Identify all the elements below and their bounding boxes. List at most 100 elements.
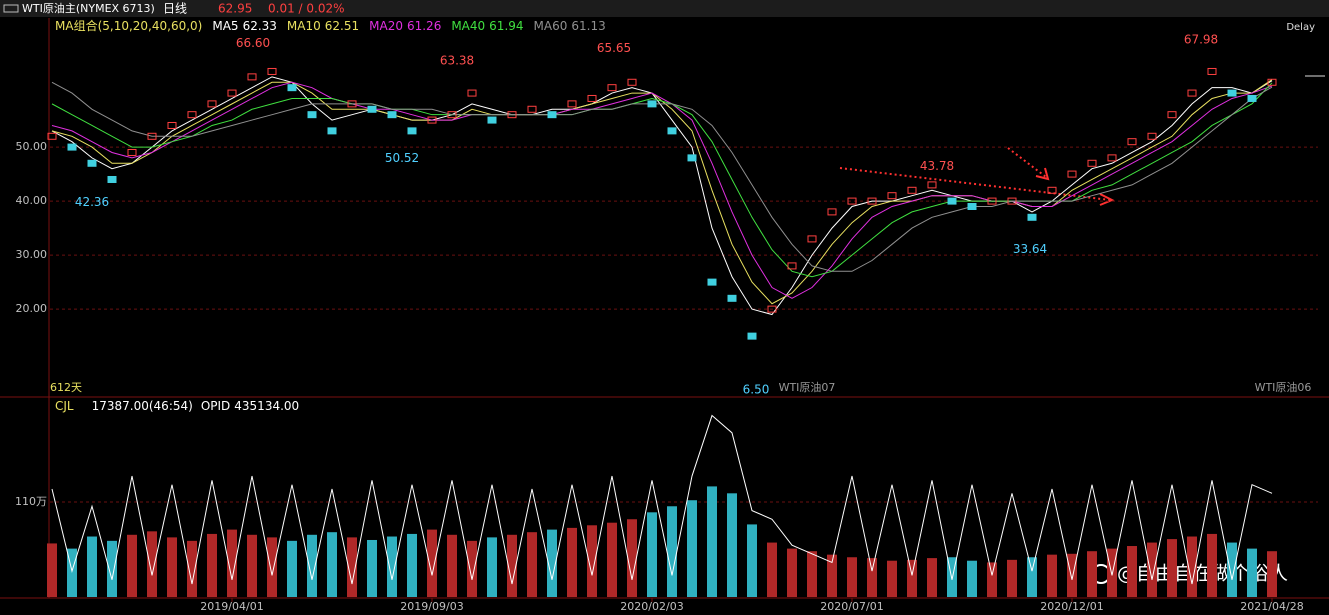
- candle: [927, 181, 937, 189]
- trend-arrow: [839, 167, 1111, 201]
- candle: [487, 116, 497, 124]
- menu-icon[interactable]: [3, 4, 19, 13]
- y-tick-label: 40.00: [16, 194, 48, 207]
- legend-value: 61.13: [571, 19, 605, 33]
- volume-bar: [1227, 542, 1237, 597]
- candle: [687, 154, 697, 162]
- volume-bar: [407, 533, 417, 597]
- volume-bar: [67, 548, 77, 597]
- volume-bar: [627, 519, 637, 597]
- candle: [567, 100, 577, 108]
- ma-line: [51, 81, 1273, 299]
- candle: [387, 111, 397, 119]
- volume-bar: [687, 500, 697, 597]
- volume-bar: [847, 557, 857, 597]
- volume-bar: [1187, 536, 1197, 597]
- volume-bar: [127, 534, 137, 597]
- volume-bar: [1207, 533, 1217, 597]
- candle: [547, 111, 557, 119]
- candle: [867, 197, 877, 205]
- volume-bar: [387, 536, 397, 597]
- legend-value: 17387.00(46:54): [92, 399, 193, 413]
- candle: [307, 111, 317, 119]
- candle: [327, 127, 337, 135]
- extreme-label: 66.60: [236, 36, 270, 50]
- price: 62.95: [218, 2, 252, 16]
- volume-bar: [1107, 548, 1117, 597]
- ma-line: [51, 76, 1273, 316]
- candle: [767, 305, 777, 313]
- candle: [107, 175, 117, 183]
- volume-bar: [567, 527, 577, 597]
- candle: [207, 100, 217, 108]
- candle: [1067, 170, 1077, 178]
- arrow-head: [1035, 167, 1050, 181]
- extreme-label: 43.78: [920, 159, 954, 173]
- volume-bar: [587, 525, 597, 597]
- extreme-label: 63.38: [440, 53, 474, 67]
- candle: [427, 116, 437, 124]
- candle: [1167, 111, 1177, 119]
- volume-bar: [227, 529, 237, 597]
- candle: [287, 84, 297, 92]
- volume-bar: [507, 534, 517, 597]
- candle: [407, 127, 417, 135]
- candle: [727, 294, 737, 302]
- volume-bar: [1007, 559, 1017, 597]
- panel-note: WTI原油06: [1255, 380, 1312, 394]
- candle: [1127, 138, 1137, 146]
- y-tick-label: 30.00: [16, 248, 48, 261]
- candle: [587, 94, 597, 102]
- candle: [947, 197, 957, 205]
- period[interactable]: 日线: [163, 2, 187, 16]
- volume-bar: [947, 557, 957, 597]
- volume-bar: [887, 560, 897, 597]
- opid-line: [51, 414, 1273, 585]
- candle: [967, 202, 977, 210]
- candle: [847, 197, 857, 205]
- candle: [187, 111, 197, 119]
- volume-bar: [1147, 542, 1157, 597]
- candle: [1247, 94, 1257, 102]
- candle: [1147, 132, 1157, 140]
- candle: [987, 197, 997, 205]
- x-tick-label: 2020/12/01: [1040, 600, 1103, 613]
- candle: [1047, 186, 1057, 194]
- candle: [647, 100, 657, 108]
- volume-bar: [147, 531, 157, 597]
- volume-bar: [47, 543, 57, 597]
- candle: [627, 78, 637, 86]
- volume-bar: [347, 537, 357, 597]
- y-tick-label: 110万: [15, 495, 47, 508]
- volume-bar: [867, 558, 877, 597]
- volume-bar: [527, 532, 537, 597]
- volume-bar: [607, 522, 617, 597]
- legend-name: MA20: [369, 19, 403, 33]
- ma-legend: MA组合(5,10,20,40,60,0) MA5 62.33 MA10 62.51 MA…: [55, 18, 606, 33]
- candle: [827, 208, 837, 216]
- candle: [527, 105, 537, 113]
- ma-line: [51, 81, 1273, 272]
- legend-value: 435134.00: [234, 399, 299, 413]
- volume-bar: [267, 537, 277, 597]
- candle: [1107, 154, 1117, 162]
- candle: [747, 332, 757, 340]
- symbol[interactable]: WTI原油主(NYMEX 6713): [22, 1, 155, 15]
- change: 0.01 / 0.02%: [268, 2, 345, 16]
- candle: [127, 148, 137, 156]
- volume-bar: [727, 493, 737, 597]
- volume-bar: [1067, 553, 1077, 597]
- x-tick-label: 2020/02/03: [620, 600, 683, 613]
- volume-legend: CJL 17387.00(46:54) OPID 435134.00: [55, 399, 299, 413]
- candle: [787, 262, 797, 270]
- extreme-label: 33.64: [1013, 242, 1047, 256]
- legend-name: MA60: [534, 19, 568, 33]
- volume-bar: [187, 540, 197, 597]
- candle: [147, 132, 157, 140]
- legend-name: CJL: [55, 399, 74, 413]
- panel-note: WTI原油07: [779, 380, 836, 394]
- volume-bar: [547, 529, 557, 597]
- volume-bar: [327, 532, 337, 597]
